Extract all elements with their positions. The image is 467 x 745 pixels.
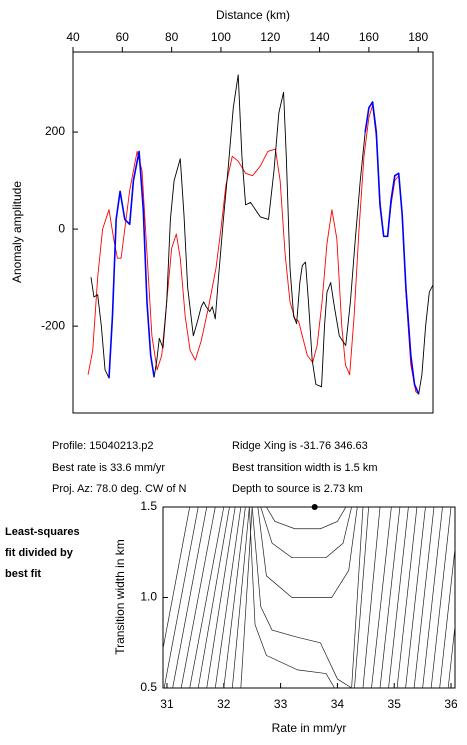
- y-axis-title: Anomaly amplitude: [10, 181, 24, 283]
- x-tick-label: 34: [331, 697, 345, 711]
- contour-line: [197, 507, 230, 688]
- contour-line: [422, 507, 443, 688]
- annotation: Best rate is 33.6 mm/yr: [52, 462, 165, 474]
- contour-line: [189, 507, 225, 688]
- x-tick-label: 35: [388, 697, 402, 711]
- annotation: best fit: [5, 568, 41, 580]
- annotation: Best transition width is 1.5 km: [232, 462, 378, 474]
- x-tick-label: 60: [116, 30, 130, 44]
- annotation: Profile: 15040213.p2: [52, 440, 154, 452]
- contour-line: [396, 507, 418, 688]
- contour-line: [379, 507, 401, 688]
- x-tick-label: 31: [160, 697, 174, 711]
- contour-line: [163, 507, 199, 688]
- y-tick-label: 0.5: [140, 680, 157, 694]
- annotation: Proj. Az: 78.0 deg. CW of N: [52, 483, 187, 495]
- x-tick-label: 120: [260, 30, 280, 44]
- annotation: Depth to source is 2.73 km: [232, 483, 363, 495]
- plot-area: [87, 74, 433, 395]
- contour-line: [251, 507, 364, 688]
- y-tick-label: 200: [45, 124, 65, 138]
- contour-line: [214, 507, 242, 688]
- y-axis-title: Transition width in km: [113, 539, 127, 655]
- contour-line: [257, 507, 358, 598]
- x-tick-label: 32: [217, 697, 231, 711]
- annotation: Ridge Xing is -31.76 346.63: [232, 440, 368, 452]
- y-tick-label: 1.0: [140, 590, 157, 604]
- y-tick-label: -200: [41, 318, 65, 332]
- x-tick-label: 100: [211, 30, 231, 44]
- x-tick-label: 140: [310, 30, 330, 44]
- x-tick-label: 80: [165, 30, 179, 44]
- data-line: [90, 74, 433, 395]
- contour-line: [413, 507, 435, 688]
- y-tick-label: 1.5: [140, 499, 157, 513]
- annotation: Least-squares: [5, 526, 80, 538]
- contour-line: [371, 507, 392, 688]
- contour-line: [223, 507, 246, 688]
- contour-line: [180, 507, 216, 688]
- x-tick-label: 40: [66, 30, 80, 44]
- x-tick-label: 160: [359, 30, 379, 44]
- best-fit-point: [311, 504, 318, 510]
- contour-line: [206, 507, 236, 688]
- plot-area: [163, 507, 455, 688]
- contour-line: [249, 507, 335, 688]
- contour-line: [240, 507, 253, 688]
- plot-frame: [72, 51, 434, 414]
- contour-line: [388, 507, 409, 688]
- x-axis-title: Rate in mm/yr: [272, 721, 347, 735]
- contour-line: [362, 507, 381, 688]
- x-tick-label: 36: [444, 697, 458, 711]
- contour-line: [172, 507, 208, 688]
- contour-line: [260, 507, 352, 559]
- data-line: [87, 104, 419, 395]
- contour-line: [405, 507, 426, 688]
- contour-line: [231, 507, 250, 688]
- y-tick-label: 0: [58, 221, 65, 235]
- contour-line: [354, 507, 369, 688]
- x-axis-title: Distance (km): [216, 8, 290, 22]
- annotation: fit divided by: [5, 547, 74, 559]
- x-tick-label: 180: [408, 30, 428, 44]
- contour-line: [439, 545, 455, 688]
- contour-line: [447, 622, 455, 688]
- contour-line: [266, 507, 347, 530]
- contour-line: [163, 507, 191, 651]
- data-line: [108, 101, 420, 395]
- x-tick-label: 33: [274, 697, 288, 711]
- contour-line: [430, 507, 452, 688]
